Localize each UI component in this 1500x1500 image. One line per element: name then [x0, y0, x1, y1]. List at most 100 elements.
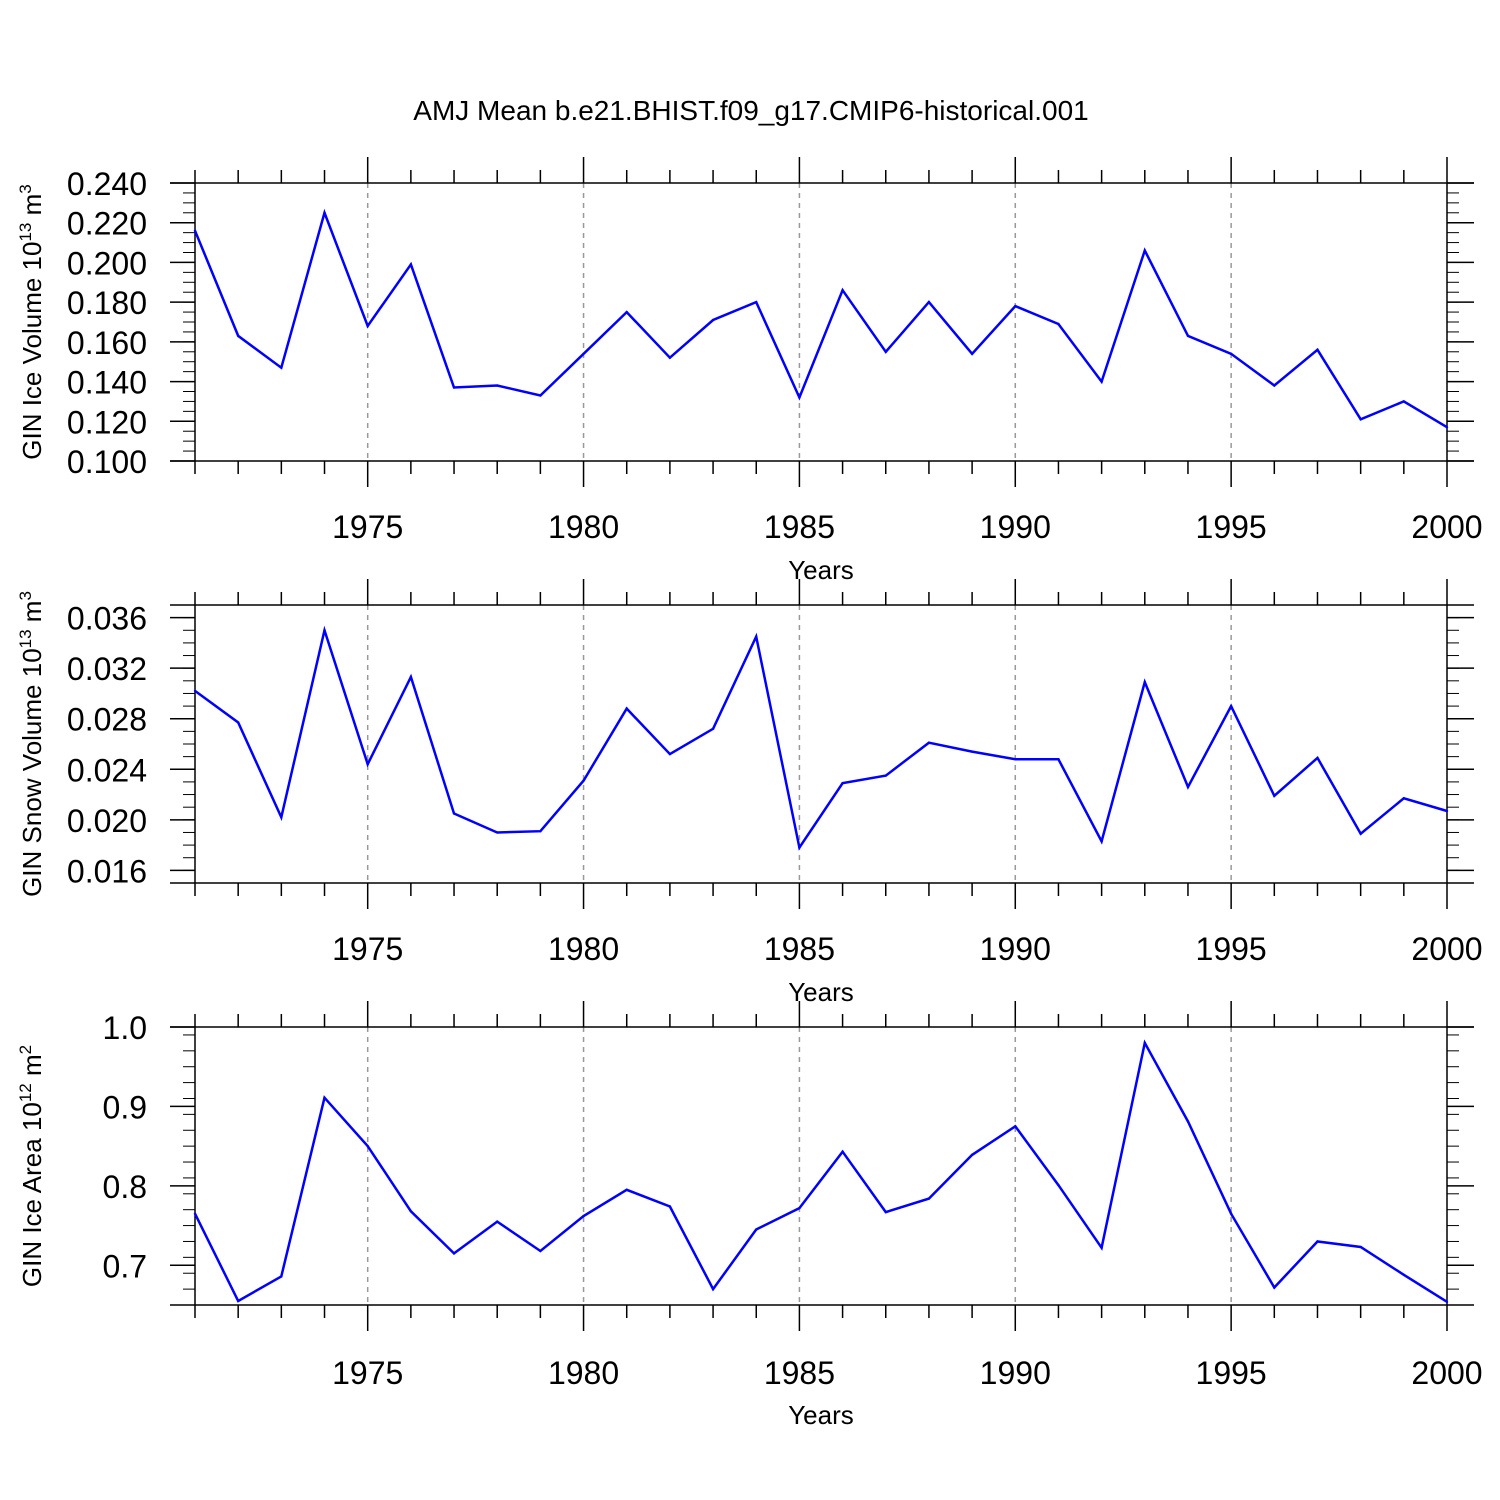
series-line-snow-volume	[194, 625, 1448, 851]
x-axis-label: Years	[788, 555, 854, 585]
data-point	[1057, 757, 1060, 761]
data-point	[755, 300, 758, 304]
data-point	[193, 1212, 197, 1215]
data-point	[1273, 384, 1276, 387]
data-point	[1402, 797, 1406, 800]
data-point	[409, 263, 413, 266]
data-point	[668, 752, 672, 756]
data-point	[366, 1144, 369, 1148]
data-point	[496, 384, 499, 387]
data-point	[884, 1210, 887, 1214]
x-tick-label: 1975	[332, 1355, 403, 1391]
data-point	[236, 1299, 240, 1303]
data-point	[582, 1214, 585, 1218]
y-tick-label: 0.020	[67, 803, 147, 839]
x-tick-label: 1995	[1196, 1355, 1267, 1391]
data-point	[798, 846, 801, 849]
data-point	[625, 1188, 628, 1192]
data-point	[1273, 1286, 1276, 1289]
data-point	[927, 741, 931, 744]
data-point	[323, 629, 326, 632]
y-tick-label: 0.100	[67, 444, 147, 480]
data-point	[1316, 756, 1319, 760]
data-point	[711, 727, 715, 731]
data-point	[1273, 794, 1276, 798]
y-tick-label: 0.8	[103, 1169, 147, 1205]
data-point	[452, 1252, 456, 1255]
data-point	[1445, 426, 1449, 429]
data-point	[1143, 1041, 1146, 1045]
data-point	[409, 675, 413, 679]
y-axis-label: GIN Ice Volume 1013 m3	[16, 184, 47, 460]
x-tick-label: 1990	[980, 931, 1051, 967]
data-point	[1186, 1120, 1190, 1123]
data-point	[1100, 1246, 1103, 1250]
x-tick-label: 1985	[764, 1355, 835, 1391]
data-point	[970, 352, 974, 355]
data-point	[625, 707, 628, 710]
data-point	[193, 229, 197, 232]
data-point	[970, 750, 974, 753]
data-point	[1316, 348, 1319, 351]
data-point	[366, 324, 369, 328]
data-point	[1057, 322, 1060, 326]
data-point	[452, 386, 456, 389]
y-tick-label: 0.7	[103, 1248, 147, 1284]
y-tick-label: 0.200	[67, 245, 147, 281]
data-point	[193, 689, 197, 693]
data-point	[1445, 809, 1449, 813]
data-point	[366, 763, 369, 766]
data-point	[496, 1220, 499, 1223]
data-point	[323, 1096, 326, 1099]
data-point	[280, 366, 283, 369]
data-point	[1014, 1125, 1017, 1128]
x-tick-label: 1995	[1196, 509, 1267, 545]
x-tick-label: 1980	[548, 1355, 619, 1391]
data-point	[711, 318, 715, 322]
data-point	[1402, 1273, 1406, 1277]
data-point	[1445, 1300, 1449, 1304]
x-axis-label: Years	[788, 1400, 854, 1430]
y-tick-label: 0.220	[67, 206, 147, 242]
data-point	[1359, 1245, 1362, 1249]
data-point	[841, 1150, 844, 1153]
y-tick-label: 0.024	[67, 752, 147, 788]
x-tick-label: 2000	[1411, 931, 1482, 967]
data-point	[927, 1197, 931, 1200]
data-point	[1186, 785, 1190, 789]
panel-snow-volume: 0.016 0.020 0.024 0.028 0.032 0.036 1975 1980 19…	[16, 579, 1483, 1007]
y-tick-label: 0.016	[67, 853, 147, 889]
data-point	[1229, 1212, 1233, 1215]
x-tick-label: 1995	[1196, 931, 1267, 967]
y-axis-label: GIN Ice Area 1012 m2	[16, 1045, 47, 1287]
x-tick-label: 1980	[548, 509, 619, 545]
data-point	[539, 829, 542, 833]
data-point	[409, 1210, 413, 1213]
x-tick-label: 2000	[1411, 509, 1482, 545]
y-tick-label: 0.180	[67, 285, 147, 321]
panel-ice-area: 0.7 0.8 0.9 1.0 1975 1980 1985 1990 1995 2000 Year…	[16, 1001, 1483, 1430]
y-tick-label: 0.032	[67, 651, 147, 687]
y-tick-label: 0.036	[67, 601, 147, 637]
data-point	[582, 779, 585, 782]
data-point	[236, 721, 240, 724]
data-point	[452, 812, 456, 815]
data-point	[539, 394, 542, 397]
x-tick-label: 1985	[764, 509, 835, 545]
data-point	[323, 211, 326, 214]
y-tick-label: 0.120	[67, 404, 147, 440]
data-point	[927, 300, 931, 304]
x-tick-label: 2000	[1411, 1355, 1482, 1391]
data-point	[280, 816, 283, 819]
data-point	[798, 396, 801, 399]
data-point	[1014, 304, 1017, 308]
data-point	[1143, 680, 1146, 684]
data-point	[1057, 1183, 1060, 1187]
data-point	[668, 356, 672, 359]
data-point	[884, 350, 887, 353]
x-tick-label: 1990	[980, 1355, 1051, 1391]
data-point	[970, 1153, 974, 1157]
y-tick-label: 0.240	[67, 166, 147, 202]
y-tick-label: 0.140	[67, 365, 147, 401]
